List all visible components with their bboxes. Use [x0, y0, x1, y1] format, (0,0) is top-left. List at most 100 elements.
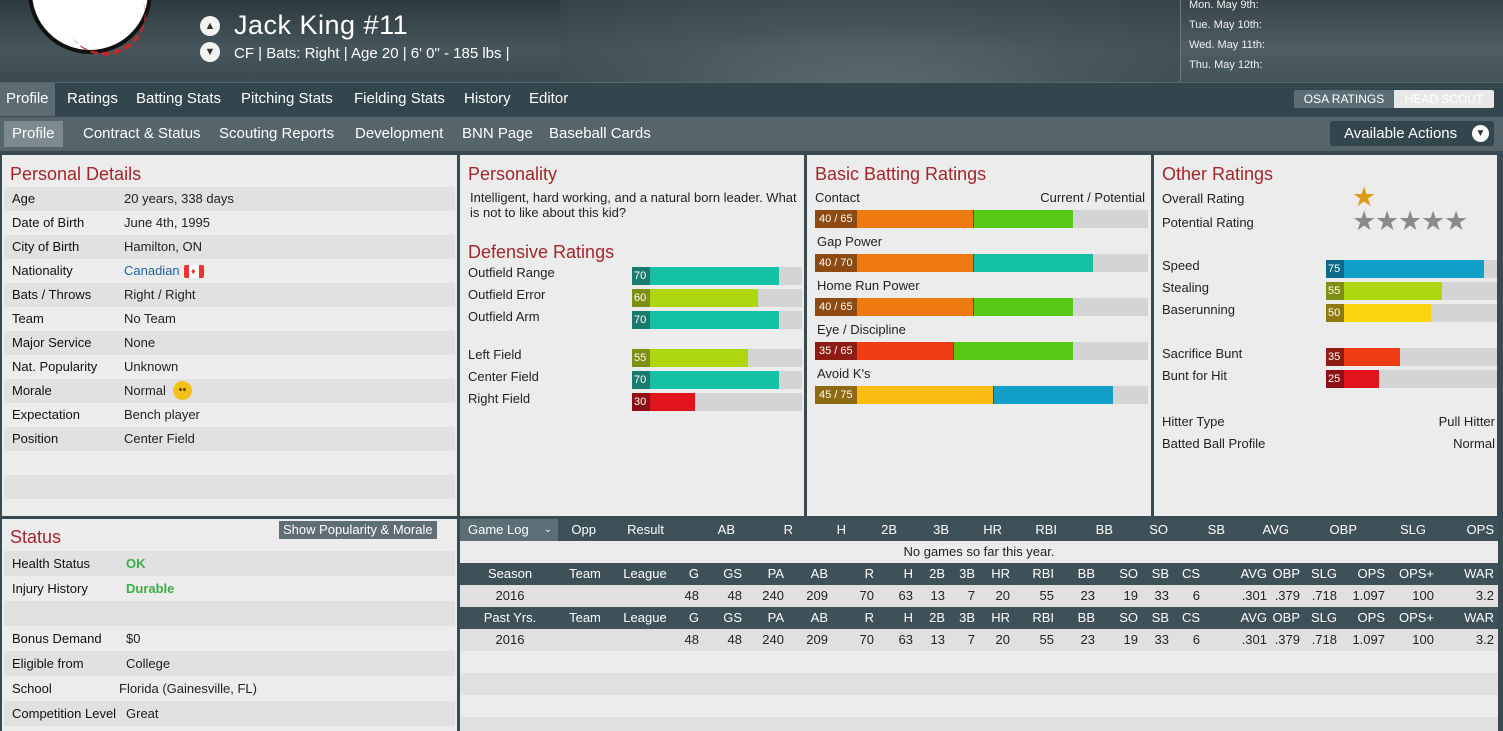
- tab-history[interactable]: History: [464, 90, 511, 107]
- table-column-header[interactable]: AB: [810, 610, 828, 625]
- table-column-header[interactable]: R: [864, 566, 874, 581]
- bar-fill: [632, 289, 758, 307]
- chevron-down-icon: ▼: [1472, 125, 1489, 142]
- game-log-column-header[interactable]: BB: [1095, 522, 1113, 537]
- table-column-header[interactable]: BB: [1077, 566, 1095, 581]
- table-cell: 55: [1039, 632, 1054, 647]
- table-column-header[interactable]: AVG: [1240, 610, 1268, 625]
- table-column-header[interactable]: SO: [1119, 610, 1138, 625]
- table-column-header[interactable]: AVG: [1240, 566, 1268, 581]
- table-column-header[interactable]: PA: [767, 566, 784, 581]
- table-column-header[interactable]: OPS: [1357, 610, 1385, 625]
- table-column-header[interactable]: H: [903, 610, 913, 625]
- table-column-header[interactable]: H: [903, 566, 913, 581]
- table-row: [460, 651, 1498, 673]
- game-log-column-header[interactable]: SB: [1207, 522, 1225, 537]
- table-column-header[interactable]: SB: [1151, 610, 1169, 625]
- subtab-development[interactable]: Development: [355, 125, 444, 142]
- game-log-column-header[interactable]: R: [783, 522, 793, 537]
- tab-profile[interactable]: Profile: [0, 83, 55, 116]
- detail-value: Normal: [124, 383, 166, 398]
- table-cell: 20: [995, 588, 1010, 603]
- detail-value: Bench player: [124, 407, 200, 422]
- table-column-header[interactable]: OBP: [1272, 566, 1300, 581]
- available-actions-dropdown[interactable]: Available Actions ▼: [1330, 121, 1494, 146]
- tab-pitching-stats[interactable]: Pitching Stats: [241, 90, 333, 107]
- other-ratings-panel: Other Ratings Overall Rating Potential R…: [1154, 155, 1497, 516]
- table-column-header[interactable]: RBI: [1032, 566, 1054, 581]
- game-log-column-header[interactable]: SLG: [1399, 522, 1426, 537]
- table-column-header[interactable]: R: [864, 610, 874, 625]
- table-column-header[interactable]: CS: [1181, 610, 1200, 625]
- subtab-scouting-reports[interactable]: Scouting Reports: [219, 125, 335, 142]
- detail-row: Morale Normal ••: [4, 379, 455, 403]
- table-column-header[interactable]: GS: [723, 566, 742, 581]
- defense-label: Outfield Range: [468, 265, 555, 280]
- bar-value: 35: [1326, 348, 1344, 366]
- table-column-header[interactable]: 2B: [929, 610, 945, 625]
- game-log-column-header[interactable]: SO: [1149, 522, 1168, 537]
- game-log-column-header[interactable]: 3B: [933, 522, 949, 537]
- game-log-column-header[interactable]: AVG: [1262, 522, 1290, 537]
- show-popularity-morale-button[interactable]: Show Popularity & Morale: [279, 521, 437, 539]
- table-column-header[interactable]: AB: [810, 566, 828, 581]
- table-column-header[interactable]: GS: [723, 610, 742, 625]
- tab-fielding-stats[interactable]: Fielding Stats: [354, 90, 445, 107]
- table-column-header[interactable]: OPS+: [1398, 610, 1434, 625]
- table-column-header[interactable]: BB: [1077, 610, 1095, 625]
- table-column-header[interactable]: SO: [1119, 566, 1138, 581]
- table-column-header[interactable]: Past Yrs.: [483, 610, 537, 625]
- table-column-header[interactable]: HR: [991, 566, 1010, 581]
- previous-player-button[interactable]: ▲: [200, 16, 220, 36]
- table-column-header[interactable]: Team: [569, 610, 601, 625]
- subtab-profile[interactable]: Profile: [4, 121, 63, 147]
- table-column-header[interactable]: CS: [1181, 566, 1200, 581]
- game-log-column-header[interactable]: Result: [627, 522, 664, 537]
- table-column-header[interactable]: OBP: [1272, 610, 1300, 625]
- game-log-select[interactable]: Game Log ⌄: [460, 519, 558, 541]
- detail-label: Bats / Throws: [12, 287, 92, 302]
- table-column-header[interactable]: WAR: [1464, 566, 1494, 581]
- table-column-header[interactable]: WAR: [1464, 610, 1494, 625]
- game-log-column-header[interactable]: RBI: [1035, 522, 1057, 537]
- table-column-header[interactable]: OPS+: [1398, 566, 1434, 581]
- table-column-header[interactable]: League: [623, 610, 667, 625]
- tab-batting-stats[interactable]: Batting Stats: [136, 90, 222, 107]
- table-column-header[interactable]: Team: [569, 566, 601, 581]
- tab-editor[interactable]: Editor: [529, 90, 569, 107]
- table-column-header[interactable]: PA: [767, 610, 784, 625]
- defense-label: Center Field: [468, 369, 539, 384]
- table-column-header[interactable]: SLG: [1310, 610, 1337, 625]
- table-column-header[interactable]: 3B: [959, 566, 975, 581]
- table-column-header[interactable]: HR: [991, 610, 1010, 625]
- status-value: $0: [126, 631, 141, 646]
- tab-ratings[interactable]: Ratings: [67, 90, 118, 107]
- table-column-header[interactable]: SB: [1151, 566, 1169, 581]
- table-column-header[interactable]: Season: [487, 566, 533, 581]
- subtab-baseball-cards[interactable]: Baseball Cards: [549, 125, 651, 142]
- game-log-column-header[interactable]: 2B: [881, 522, 897, 537]
- stadium-backdrop: [560, 0, 1180, 82]
- maple-leaf-icon: ♦: [191, 266, 196, 276]
- table-column-header[interactable]: OPS: [1357, 566, 1385, 581]
- table-column-header[interactable]: 3B: [959, 610, 975, 625]
- next-player-button[interactable]: ▼: [200, 42, 220, 62]
- table-column-header[interactable]: G: [688, 566, 699, 581]
- osa-ratings-option[interactable]: OSA RATINGS: [1294, 90, 1394, 108]
- detail-value[interactable]: Canadian: [124, 263, 180, 278]
- game-log-column-header[interactable]: OBP: [1329, 522, 1357, 537]
- game-log-column-header[interactable]: OPS: [1466, 522, 1494, 537]
- subtab-bnn-page[interactable]: BNN Page: [462, 125, 533, 142]
- game-log-column-header[interactable]: Opp: [571, 522, 596, 537]
- game-log-column-header[interactable]: H: [836, 522, 846, 537]
- table-cell: 55: [1039, 588, 1054, 603]
- table-column-header[interactable]: 2B: [929, 566, 945, 581]
- table-column-header[interactable]: RBI: [1032, 610, 1054, 625]
- subtab-contract-status[interactable]: Contract & Status: [83, 125, 201, 142]
- head-scout-option[interactable]: HEAD SCOUT: [1394, 90, 1494, 108]
- game-log-column-header[interactable]: HR: [983, 522, 1002, 537]
- table-column-header[interactable]: SLG: [1310, 566, 1337, 581]
- table-column-header[interactable]: League: [623, 566, 667, 581]
- game-log-column-header[interactable]: AB: [717, 522, 735, 537]
- table-column-header[interactable]: G: [688, 610, 699, 625]
